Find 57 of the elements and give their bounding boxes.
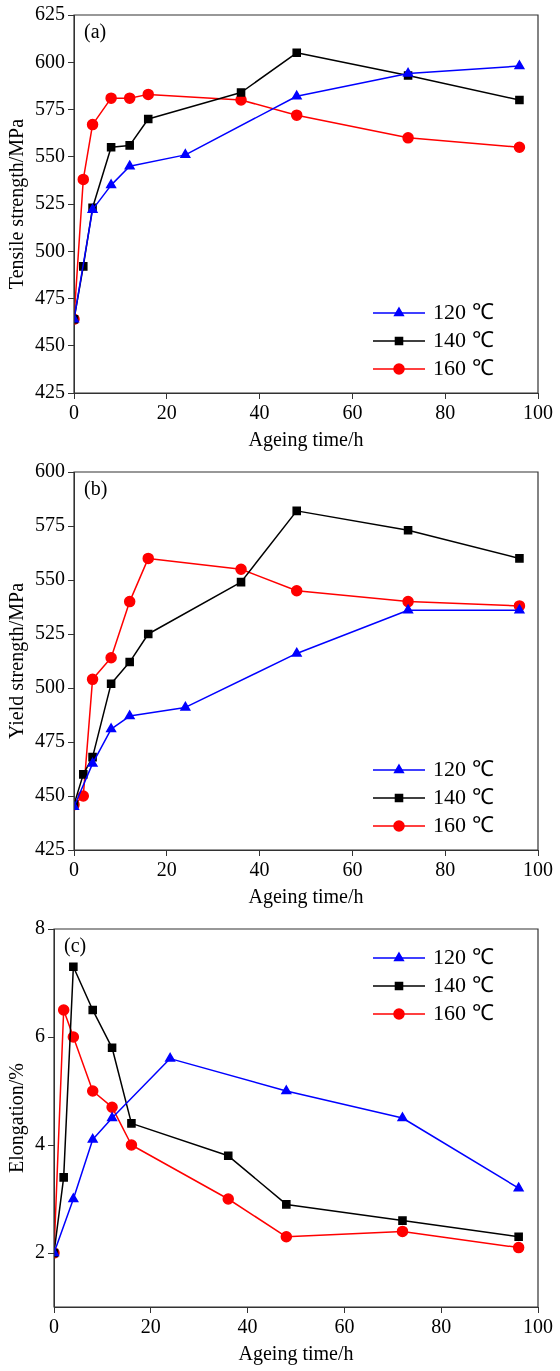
x-tick-label: 100 — [523, 858, 553, 881]
x-tick-label: 0 — [49, 1315, 59, 1338]
x-tick-label: 80 — [431, 1315, 452, 1338]
x-tick-label: 60 — [342, 401, 363, 424]
legend-label: 160 ℃ — [433, 811, 494, 837]
y-tick-label: 550 — [35, 567, 65, 590]
y-tick-label: 550 — [35, 144, 65, 166]
legend-label: 120 ℃ — [433, 943, 494, 969]
legend-label: 140 ℃ — [433, 326, 494, 352]
x-tick-label: 80 — [435, 401, 456, 424]
y-tick-label: 425 — [35, 380, 65, 403]
y-tick-label: 525 — [35, 621, 65, 644]
y-tick-label: 600 — [35, 459, 65, 482]
y-axis-title: Tensile strength/MPa — [5, 118, 29, 290]
y-tick-label: 6 — [35, 1024, 45, 1047]
y-axis-title: Yield strength/MPa — [5, 582, 29, 740]
x-tick-label: 20 — [156, 858, 177, 881]
x-tick-label: 40 — [249, 858, 270, 881]
x-tick-label: 60 — [334, 1315, 355, 1338]
annotation: (b) — [84, 477, 108, 501]
y-axis-title: Elongation/% — [5, 1063, 29, 1173]
y-tick-label: 525 — [35, 191, 65, 214]
annotation: (c) — [64, 934, 87, 958]
y-tick-label: 600 — [35, 49, 65, 72]
y-tick-label: 2 — [35, 1240, 45, 1263]
x-axis-title: Ageing time/h — [238, 1342, 354, 1366]
y-tick-label: 625 — [35, 2, 65, 25]
x-axis-title: Ageing time/h — [248, 885, 364, 909]
x-tick-label: 0 — [69, 858, 79, 881]
y-tick-label: 4 — [35, 1132, 45, 1155]
y-tick-label: 500 — [35, 675, 65, 698]
y-tick-label: 425 — [35, 837, 65, 860]
annotation: (a) — [84, 20, 107, 44]
y-tick-label: 500 — [35, 238, 65, 261]
y-tick-label: 475 — [35, 285, 65, 308]
x-tick-label: 100 — [523, 401, 553, 424]
legend-label: 140 ℃ — [433, 971, 494, 997]
y-tick-label: 575 — [35, 513, 65, 536]
legend-label: 140 ℃ — [433, 783, 494, 809]
x-tick-label: 20 — [156, 401, 177, 424]
x-tick-label: 40 — [237, 1315, 258, 1338]
x-tick-label: 100 — [523, 1315, 553, 1338]
legend-label: 120 ℃ — [433, 298, 494, 324]
x-tick-label: 80 — [435, 858, 456, 881]
y-tick-label: 575 — [35, 96, 65, 119]
legend-label: 120 ℃ — [433, 755, 494, 781]
y-tick-label: 8 — [35, 916, 45, 939]
y-tick-label: 450 — [35, 333, 65, 355]
x-tick-label: 60 — [342, 858, 363, 881]
x-tick-label: 20 — [140, 1315, 161, 1338]
x-axis-title: Ageing time/h — [248, 428, 364, 452]
y-tick-label: 450 — [35, 783, 65, 806]
x-tick-label: 40 — [249, 401, 270, 424]
x-tick-label: 0 — [69, 401, 79, 424]
legend-label: 160 ℃ — [433, 354, 494, 380]
legend-label: 160 ℃ — [433, 999, 494, 1025]
y-tick-label: 475 — [35, 729, 65, 752]
